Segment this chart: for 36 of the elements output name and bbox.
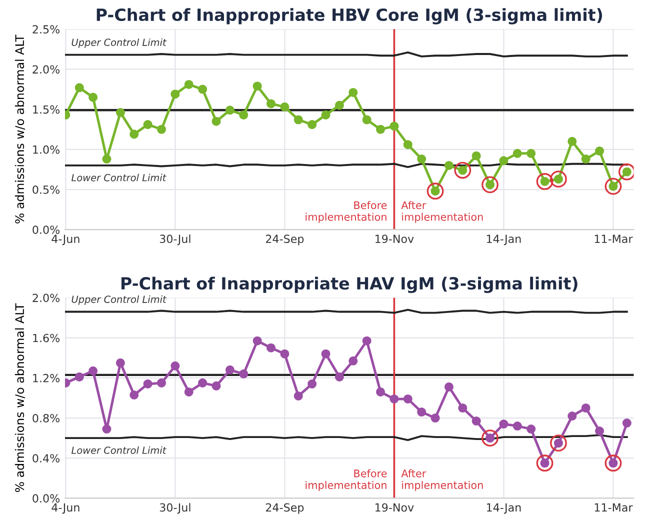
series-label: Lower Control Limit — [72, 446, 166, 454]
y-tick-label: 0.0% — [32, 226, 60, 234]
annotation: After implementation — [401, 469, 483, 492]
x-tick-label: 19-Nov — [376, 234, 414, 244]
annotation: Before implementation — [306, 201, 387, 223]
y-tick-label: 1.0% — [33, 145, 60, 154]
series-label: Upper Control Limit — [72, 295, 167, 305]
y-tick-label: 1.6% — [33, 334, 60, 342]
y-axis-title: % admissions w/o abnormal ALT — [14, 303, 25, 492]
y-axis-title: % admissions w/o abnormal ALT — [14, 34, 25, 224]
y-tick-label: 0.8% — [32, 414, 60, 422]
y-tick-label: 2.5% — [32, 25, 60, 34]
y-tick-label: 1.5% — [33, 105, 60, 114]
series-label: Upper Control Limit — [72, 38, 167, 48]
x-tick-label: 24-Sep — [266, 234, 304, 246]
x-tick-label: 14-Jan — [486, 503, 521, 514]
y-tick-label: 1.2% — [33, 374, 60, 382]
x-tick-label: 4-Jun — [52, 234, 80, 246]
x-tick-label: 19-Nov — [376, 503, 414, 512]
y-tick-label: 2.0% — [32, 65, 60, 74]
x-tick-label: 4-Jun — [52, 503, 80, 514]
y-tick-label: 0.5% — [32, 185, 60, 194]
annotation: Before implementation — [306, 469, 387, 492]
x-tick-label: 14-Jan — [486, 234, 521, 246]
y-tick-label: 0.4% — [32, 454, 60, 462]
x-tick-label: 24-Sep — [266, 503, 304, 514]
x-tick-label: 11-Mar — [594, 234, 633, 244]
chart-title: P-Chart of Inappropriate HBV Core IgM (3-sigma limit) — [96, 8, 602, 24]
x-tick-label: 30-Jul — [160, 503, 190, 514]
x-tick-label: 11-Mar — [594, 503, 633, 512]
series-label: Lower Control Limit — [72, 174, 166, 182]
y-tick-label: 0.0% — [32, 494, 60, 503]
y-tick-label: 2.0% — [32, 294, 60, 302]
annotation: After implementation — [401, 201, 483, 223]
chart-title: P-Chart of Inappropriate HAV IgM (3-sigma limit) — [121, 276, 578, 294]
x-tick-label: 30-Jul — [160, 234, 190, 246]
